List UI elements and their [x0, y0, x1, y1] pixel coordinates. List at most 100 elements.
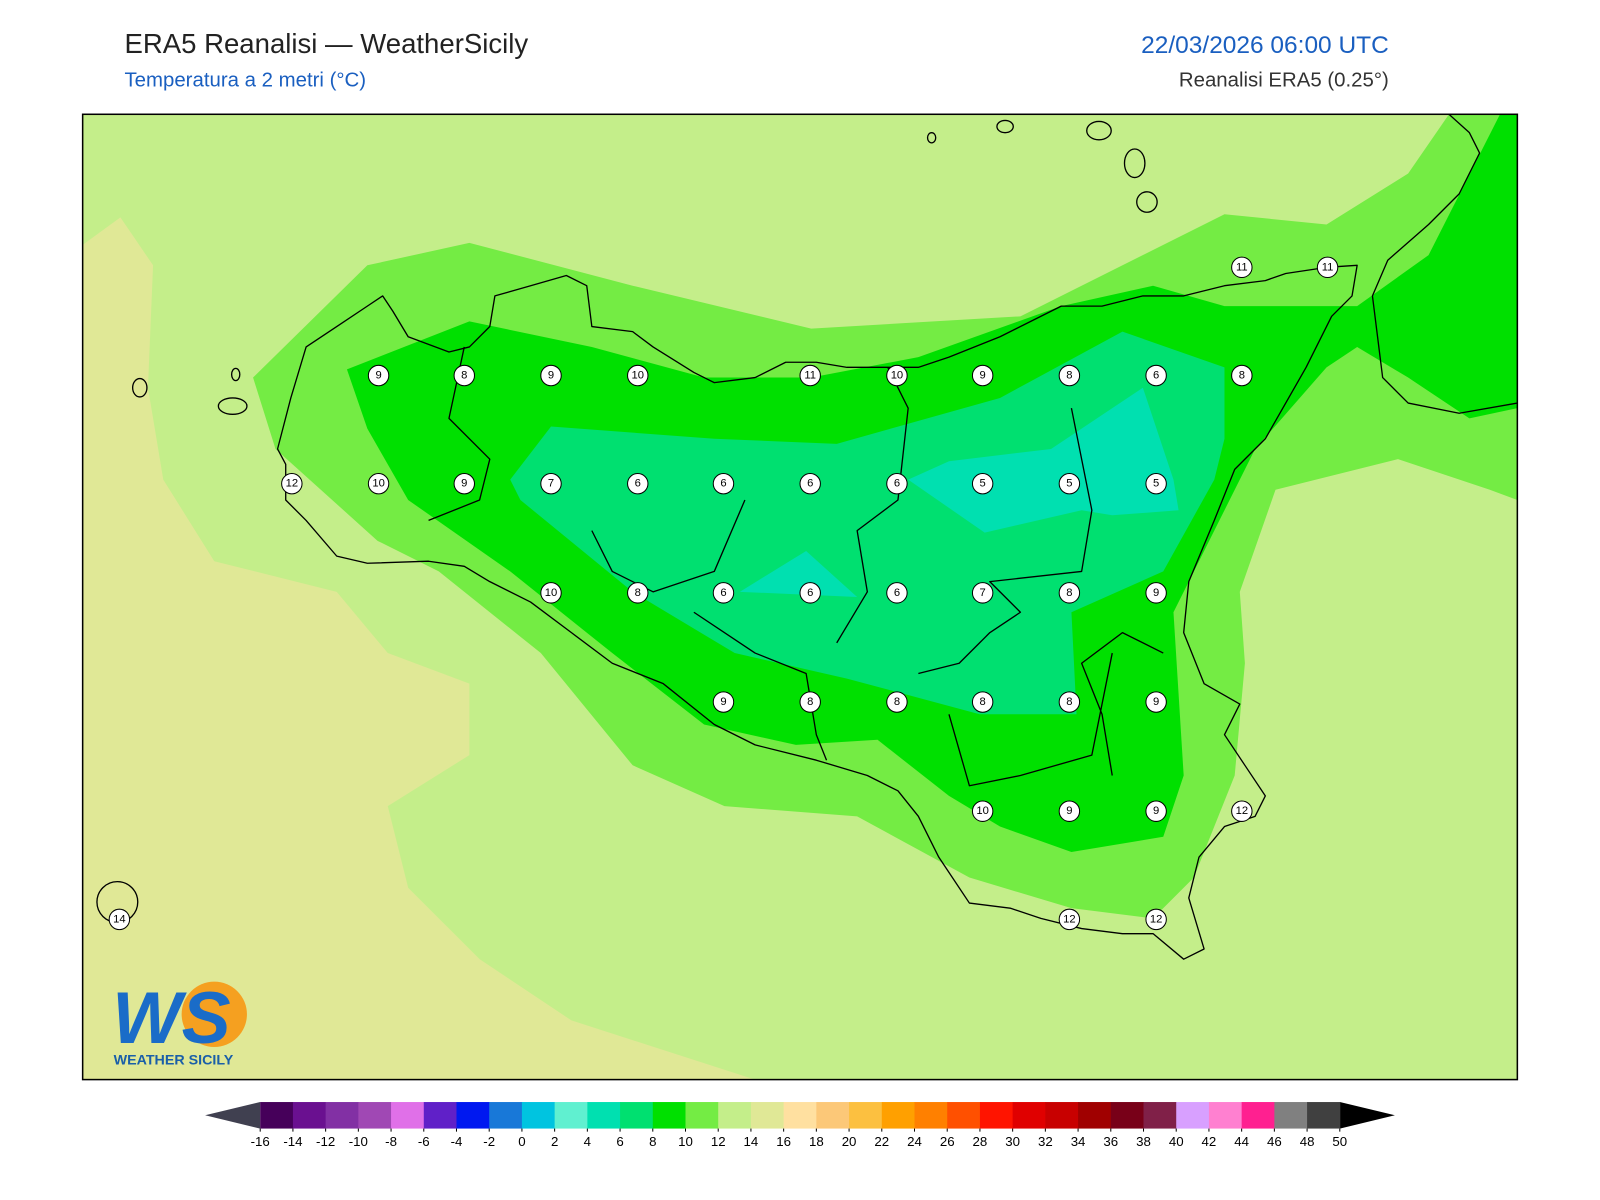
colorbar-tick-label: 4 — [584, 1134, 591, 1149]
colorbar-swatch — [914, 1102, 948, 1129]
island — [996, 119, 1014, 134]
colorbar-swatch — [292, 1102, 327, 1129]
station-marker — [971, 472, 994, 495]
colorbar-swatch — [325, 1102, 359, 1129]
colorbar-tick-label: 30 — [1005, 1134, 1020, 1149]
colorbar-swatch — [1274, 1102, 1308, 1129]
station-marker — [886, 691, 908, 713]
station-value: 8 — [1239, 370, 1245, 382]
colorbar-swatch — [620, 1102, 654, 1129]
colorbar-swatch — [750, 1102, 785, 1129]
station-marker — [1058, 582, 1081, 604]
station-marker — [1145, 691, 1167, 713]
station-value: 10 — [891, 370, 903, 382]
colorbar-tick-label: 8 — [649, 1134, 656, 1149]
colorbar-swatch — [587, 1102, 621, 1129]
station-value: 6 — [720, 587, 726, 599]
station-marker — [799, 582, 821, 604]
field-4-6 — [908, 387, 1179, 533]
colorbar-swatch — [783, 1102, 817, 1129]
colorbar-over — [1339, 1102, 1395, 1129]
coastline-calabria — [1371, 114, 1518, 414]
station-marker — [1231, 364, 1253, 387]
station-marker — [540, 472, 562, 495]
station-layer: 11 11 9 8 9 10 11 10 9 8 6 8 12 10 9 7 6 6 6 6 5 5 5 10 8 6 6 6 7 8 9 9… — [108, 256, 1339, 931]
colorbar-tick-label: 14 — [744, 1134, 759, 1149]
colorbar-swatch — [260, 1102, 294, 1129]
colorbar-swatch — [1012, 1102, 1046, 1129]
station-value: 12 — [286, 478, 298, 490]
station-marker — [627, 582, 649, 604]
station-value: 6 — [635, 478, 641, 490]
station-marker — [712, 691, 735, 713]
colorbar-tick-label: 24 — [907, 1134, 922, 1149]
station-value: 7 — [548, 478, 554, 490]
station-marker — [453, 472, 475, 495]
colorbar-tick-label: -8 — [385, 1134, 397, 1149]
colorbar-tick-label: 20 — [842, 1134, 857, 1149]
colorbar-tick-label: 46 — [1267, 1134, 1282, 1149]
station-marker — [1145, 472, 1167, 495]
station-value: 12 — [1150, 913, 1162, 925]
colorbar-swatch — [881, 1102, 916, 1129]
station-value: 10 — [632, 370, 644, 382]
colorbar-swatch — [947, 1102, 981, 1129]
colorbar-tick-label: 50 — [1332, 1134, 1347, 1149]
station-value: 9 — [720, 696, 726, 708]
island — [230, 367, 241, 382]
station-value: 8 — [635, 587, 641, 599]
colorbar-swatch — [816, 1102, 850, 1129]
colorbar-swatch — [423, 1102, 458, 1129]
colorbar-tick-label: -14 — [283, 1134, 302, 1149]
colorbar-swatch — [652, 1102, 687, 1129]
station-marker — [1058, 364, 1081, 387]
station-marker — [1058, 908, 1081, 931]
station-marker — [627, 364, 649, 387]
station-value: 9 — [1066, 805, 1072, 817]
colorbar-tick-label: 22 — [874, 1134, 889, 1149]
station-marker — [108, 908, 131, 931]
station-marker — [886, 582, 908, 604]
colorbar-tick-label: -16 — [251, 1134, 270, 1149]
station-marker — [799, 472, 821, 495]
colorbar-tick-label: 12 — [711, 1134, 726, 1149]
colorbar-under — [205, 1102, 261, 1129]
station-value: 11 — [1322, 261, 1334, 273]
datetime: 22/03/2026 06:00 UTC — [1141, 32, 1389, 59]
colorbar-tick-label: 36 — [1103, 1134, 1118, 1149]
station-value: 9 — [461, 478, 467, 490]
station-marker — [367, 472, 390, 495]
colorbar-tick-label: 44 — [1234, 1134, 1249, 1149]
station-marker — [367, 364, 390, 387]
colorbar-swatch — [1307, 1102, 1341, 1129]
internal-borders — [428, 346, 1164, 787]
colorbar-tick-label: 42 — [1202, 1134, 1217, 1149]
logo-mark: WS — [112, 976, 230, 1059]
station-value: 9 — [548, 370, 554, 382]
station-value: 8 — [894, 696, 900, 708]
station-marker — [799, 691, 821, 713]
colorbar-swatch — [849, 1102, 883, 1129]
colorbar-swatch — [979, 1102, 1014, 1129]
station-value: 6 — [1153, 370, 1159, 382]
colorbar-tick-label: 34 — [1071, 1134, 1086, 1149]
station-marker — [971, 691, 994, 713]
station-value: 6 — [894, 587, 900, 599]
colorbar-swatch — [456, 1102, 490, 1129]
station-value: 8 — [1066, 370, 1072, 382]
station-value: 11 — [804, 370, 816, 382]
station-value: 10 — [976, 805, 988, 817]
station-marker — [1231, 256, 1253, 279]
station-marker — [971, 582, 994, 604]
station-marker — [1058, 691, 1081, 713]
station-value: 9 — [1153, 587, 1159, 599]
station-marker — [971, 364, 994, 387]
source: Reanalisi ERA5 (0.25°) — [1179, 70, 1389, 92]
station-marker — [799, 364, 821, 387]
station-marker — [886, 364, 908, 387]
colorbar-tick-label: 6 — [616, 1134, 623, 1149]
map-frame — [81, 113, 1519, 1081]
colorbar-swatch — [1045, 1102, 1079, 1129]
colorbar-swatch — [685, 1102, 719, 1129]
